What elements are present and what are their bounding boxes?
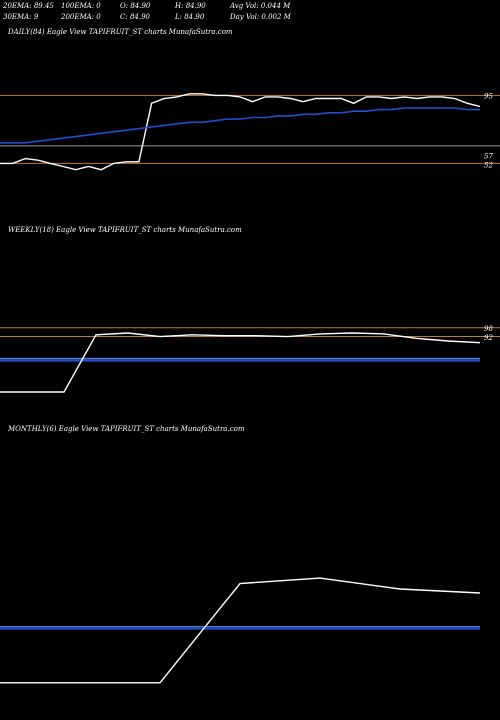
monthly-panel-title: MONTHLY(6) Eagle View TAPIFRUIT_ST chart… xyxy=(8,425,245,433)
ema30-label: 30EMA: 9 xyxy=(3,13,39,21)
weekly-price-series xyxy=(0,332,481,393)
daily-ema-series xyxy=(0,107,480,144)
daily-tick-label-95: 95 xyxy=(484,92,493,100)
avg-vol-label: Avg Vol: 0.044 M xyxy=(230,2,291,10)
weekly-panel-title: WEEKLY(18) Eagle View TAPIFRUIT_ST chart… xyxy=(8,226,242,234)
ema100-label: 100EMA: 0 xyxy=(61,2,101,10)
high-label: H: 84.90 xyxy=(175,2,206,10)
daily-tick-label-57: 57 xyxy=(484,152,493,160)
daily-panel-title: DAILY(84) Eagle View TAPIFRUIT_ST charts… xyxy=(8,28,233,36)
low-label: L: 84.90 xyxy=(175,13,205,21)
monthly-price-series xyxy=(0,577,481,684)
close-label: C: 84.90 xyxy=(120,13,150,21)
ema200-label: 200EMA: 0 xyxy=(61,13,101,21)
open-label: O: 84.90 xyxy=(120,2,151,10)
ema20-label: 20EMA: 89.45 xyxy=(3,2,54,10)
daily-tick-label-52: 52 xyxy=(484,161,493,169)
daily-price-series xyxy=(0,93,481,171)
weekly-tick-label-98: 98 xyxy=(484,325,493,333)
weekly-tick-label-92: 92 xyxy=(484,334,493,342)
day-vol-label: Day Vol: 0.002 M xyxy=(230,13,291,21)
